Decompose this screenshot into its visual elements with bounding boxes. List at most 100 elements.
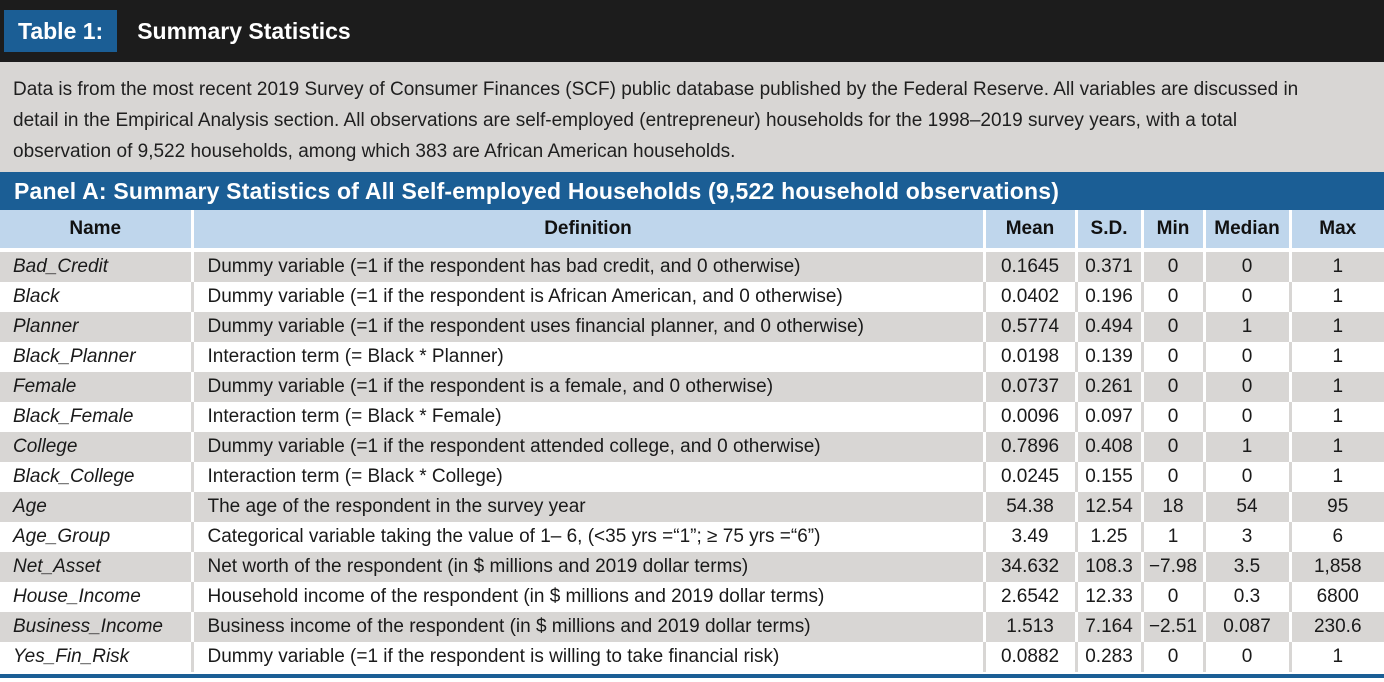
sd-cell: 12.54 (1074, 492, 1142, 522)
mean-cell: 1.513 (982, 612, 1076, 642)
table-row: Black Dummy variable (=1 if the responden… (0, 282, 1384, 312)
sd-cell: 12.33 (1074, 582, 1142, 612)
sd-cell: 108.3 (1074, 552, 1142, 582)
table-row: Yes_Fin_Risk Dummy variable (=1 if the re… (0, 642, 1384, 672)
definition-cell: Interaction term (= Black * Female) (190, 402, 984, 432)
table-row: Age The age of the respondent in the surv… (0, 492, 1384, 522)
table-title-bar: Table 1: Summary Statistics (0, 0, 1384, 62)
mean-cell: 0.0245 (982, 462, 1076, 492)
table-header-row: Name Definition Mean S.D. Min Median Max (0, 210, 1384, 250)
median-cell: 0 (1202, 248, 1290, 282)
definition-cell: Dummy variable (=1 if the respondent has… (190, 248, 984, 282)
min-cell: 0 (1140, 312, 1204, 342)
definition-cell: Interaction term (= Black * College) (190, 462, 984, 492)
variable-name-cell: Age_Group (0, 522, 192, 552)
max-cell: 95 (1288, 492, 1384, 522)
max-cell: 1 (1288, 402, 1384, 432)
mean-cell: 0.1645 (982, 248, 1076, 282)
max-cell: 1 (1288, 642, 1384, 672)
mean-cell: 0.0882 (982, 642, 1076, 672)
mean-cell: 54.38 (982, 492, 1076, 522)
median-cell: 1 (1202, 312, 1290, 342)
min-cell: 0 (1140, 432, 1204, 462)
column-header-min: Min (1140, 210, 1204, 250)
min-cell: −7.98 (1140, 552, 1204, 582)
median-cell: 0.087 (1202, 612, 1290, 642)
mean-cell: 0.0198 (982, 342, 1076, 372)
median-cell: 0 (1202, 282, 1290, 312)
table-row: Net_Asset Net worth of the respondent (in… (0, 552, 1384, 582)
table-row: Black_Female Interaction term (= Black * … (0, 402, 1384, 432)
max-cell: 1 (1288, 312, 1384, 342)
median-cell: 0 (1202, 372, 1290, 402)
min-cell: 0 (1140, 582, 1204, 612)
table-description: Data is from the most recent 2019 Survey… (0, 62, 1384, 172)
sd-cell: 0.261 (1074, 372, 1142, 402)
sd-cell: 0.494 (1074, 312, 1142, 342)
median-cell: 54 (1202, 492, 1290, 522)
sd-cell: 7.164 (1074, 612, 1142, 642)
min-cell: 0 (1140, 462, 1204, 492)
mean-cell: 2.6542 (982, 582, 1076, 612)
min-cell: −2.51 (1140, 612, 1204, 642)
definition-cell: Dummy variable (=1 if the respondent att… (190, 432, 984, 462)
column-header-definition: Definition (190, 210, 984, 250)
max-cell: 6800 (1288, 582, 1384, 612)
median-cell: 0 (1202, 402, 1290, 432)
table-row: Black_Planner Interaction term (= Black *… (0, 342, 1384, 372)
max-cell: 230.6 (1288, 612, 1384, 642)
variable-name-cell: Black_Female (0, 402, 192, 432)
variable-name-cell: Planner (0, 312, 192, 342)
column-header-median: Median (1202, 210, 1290, 250)
max-cell: 1,858 (1288, 552, 1384, 582)
max-cell: 1 (1288, 462, 1384, 492)
variable-name-cell: College (0, 432, 192, 462)
max-cell: 1 (1288, 372, 1384, 402)
min-cell: 0 (1140, 282, 1204, 312)
definition-cell: Dummy variable (=1 if the respondent is … (190, 642, 984, 672)
max-cell: 6 (1288, 522, 1384, 552)
table-row: Female Dummy variable (=1 if the responde… (0, 372, 1384, 402)
variable-name-cell: Black (0, 282, 192, 312)
mean-cell: 0.7896 (982, 432, 1076, 462)
median-cell: 0 (1202, 642, 1290, 672)
definition-cell: Dummy variable (=1 if the respondent use… (190, 312, 984, 342)
mean-cell: 0.0737 (982, 372, 1076, 402)
variable-name-cell: Black_Planner (0, 342, 192, 372)
table-row: Bad_Credit Dummy variable (=1 if the resp… (0, 248, 1384, 282)
median-cell: 3 (1202, 522, 1290, 552)
median-cell: 0.3 (1202, 582, 1290, 612)
variable-name-cell: Yes_Fin_Risk (0, 642, 192, 672)
mean-cell: 0.0402 (982, 282, 1076, 312)
median-cell: 1 (1202, 432, 1290, 462)
min-cell: 0 (1140, 342, 1204, 372)
mean-cell: 3.49 (982, 522, 1076, 552)
mean-cell: 34.632 (982, 552, 1076, 582)
definition-cell: Categorical variable taking the value of… (190, 522, 984, 552)
min-cell: 0 (1140, 402, 1204, 432)
min-cell: 0 (1140, 248, 1204, 282)
max-cell: 1 (1288, 342, 1384, 372)
sd-cell: 1.25 (1074, 522, 1142, 552)
panel-title: Panel A: Summary Statistics of All Self-… (0, 172, 1384, 210)
max-cell: 1 (1288, 282, 1384, 312)
sd-cell: 0.097 (1074, 402, 1142, 432)
variable-name-cell: Female (0, 372, 192, 402)
variable-name-cell: House_Income (0, 582, 192, 612)
table-row: House_Income Household income of the resp… (0, 582, 1384, 612)
definition-cell: The age of the respondent in the survey … (190, 492, 984, 522)
sd-cell: 0.139 (1074, 342, 1142, 372)
variable-name-cell: Business_Income (0, 612, 192, 642)
min-cell: 18 (1140, 492, 1204, 522)
column-header-max: Max (1288, 210, 1384, 250)
sd-cell: 0.408 (1074, 432, 1142, 462)
min-cell: 0 (1140, 642, 1204, 672)
table-row: Black_College Interaction term (= Black *… (0, 462, 1384, 492)
column-header-sd: S.D. (1074, 210, 1142, 250)
sd-cell: 0.283 (1074, 642, 1142, 672)
median-cell: 0 (1202, 342, 1290, 372)
variable-name-cell: Net_Asset (0, 552, 192, 582)
median-cell: 3.5 (1202, 552, 1290, 582)
sd-cell: 0.155 (1074, 462, 1142, 492)
